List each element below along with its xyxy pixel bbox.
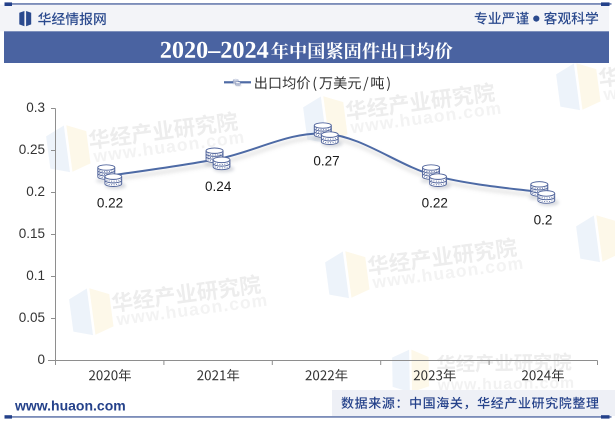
svg-text:0.1: 0.1 xyxy=(26,268,45,283)
svg-text:0.25: 0.25 xyxy=(19,142,45,157)
svg-text:0.2: 0.2 xyxy=(26,184,45,199)
svg-text:www.huaon.com: www.huaon.com xyxy=(14,398,126,414)
svg-text:0.15: 0.15 xyxy=(19,226,45,241)
svg-text:0.27: 0.27 xyxy=(313,154,339,169)
svg-text:0: 0 xyxy=(37,352,45,367)
svg-text:0.3: 0.3 xyxy=(26,100,45,115)
svg-text:0.22: 0.22 xyxy=(422,196,448,211)
svg-text:0.05: 0.05 xyxy=(19,310,45,325)
svg-text:0.22: 0.22 xyxy=(97,196,123,211)
svg-text:0.2: 0.2 xyxy=(534,213,553,228)
svg-text:0.24: 0.24 xyxy=(205,179,232,194)
